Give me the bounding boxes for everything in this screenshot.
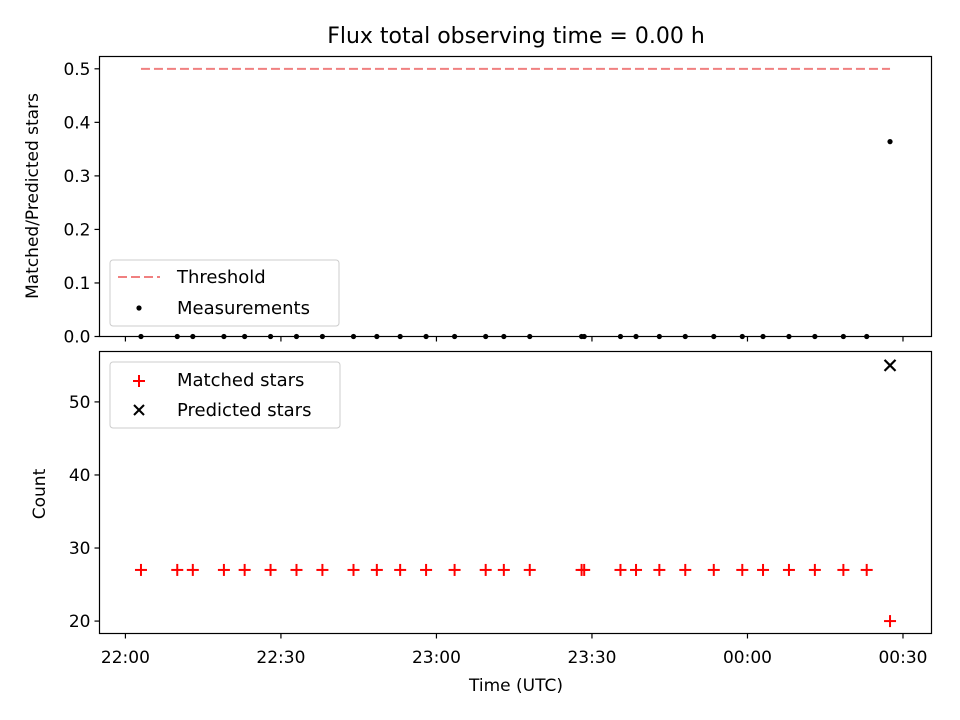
legend-measurements-label: Measurements xyxy=(177,298,310,319)
legend-measurements-swatch xyxy=(136,305,142,311)
matched-star-point xyxy=(420,563,433,576)
matched-star-point xyxy=(370,563,383,576)
x-tick-label: 00:30 xyxy=(878,648,927,668)
chart-title: Flux total observing time = 0.00 h xyxy=(327,24,705,49)
x-tick-label: 00:00 xyxy=(723,648,772,668)
matched-star-point xyxy=(782,563,795,576)
legend-predicted-label: Predicted stars xyxy=(177,400,311,421)
matched-star-point xyxy=(264,563,277,576)
matched-star-point xyxy=(707,563,720,576)
legend-threshold-label: Threshold xyxy=(176,267,266,288)
panel-ratio-frame xyxy=(98,55,933,338)
matched-star-point xyxy=(479,563,492,576)
y-tick-label: 0.1 xyxy=(63,274,90,294)
y-tick-label: 0.2 xyxy=(63,220,90,240)
matched-star-point xyxy=(884,615,897,628)
y-tick-label: 0.4 xyxy=(63,113,90,133)
matched-star-point xyxy=(497,563,510,576)
matched-star-point xyxy=(217,563,230,576)
legend-predicted-swatch xyxy=(133,404,145,416)
matched-star-point xyxy=(186,563,199,576)
matched-star-point xyxy=(736,563,749,576)
panel-counts-legend: Matched stars Predicted stars xyxy=(109,361,341,429)
matched-star-point xyxy=(808,563,821,576)
y-tick-label: 0.0 xyxy=(63,328,90,348)
matched-star-point xyxy=(860,563,873,576)
predicted-star-point xyxy=(883,359,897,372)
matched-star-point xyxy=(614,563,627,576)
matched-star-point xyxy=(653,563,666,576)
x-tick-label: 22:30 xyxy=(256,648,305,668)
matched-star-point xyxy=(290,563,303,576)
panel-counts-frame xyxy=(98,350,933,635)
x-axis-label: Time (UTC) xyxy=(468,676,563,696)
x-tick-label: 22:00 xyxy=(101,648,150,668)
matched-star-point xyxy=(523,563,536,576)
matched-star-point xyxy=(347,563,360,576)
x-tick-label: 23:30 xyxy=(567,648,616,668)
y-tick-label: 40 xyxy=(69,466,91,486)
matched-star-point xyxy=(394,563,407,576)
legend-matched-label: Matched stars xyxy=(177,370,304,391)
matched-star-point xyxy=(171,563,184,576)
matched-star-point xyxy=(578,563,591,576)
legend-matched-swatch xyxy=(133,375,145,387)
matched-star-point xyxy=(630,563,643,576)
panel-counts: 20 30 40 50 Count Matched stars Predicted s… xyxy=(30,350,933,639)
matched-star-point xyxy=(134,563,147,576)
matched-star-point xyxy=(448,563,461,576)
panel-counts-ylabel: Count xyxy=(30,468,50,519)
y-tick-label: 0.3 xyxy=(63,167,90,187)
panel-ratio-ylabel: Matched/Predicted stars xyxy=(23,93,43,299)
x-axis: 22:00 22:30 23:00 23:30 00:00 00:30 xyxy=(101,648,928,668)
panel-ratio: 0.0 0.1 0.2 0.3 0.4 0.5 Matched/Predicted sta… xyxy=(23,55,933,348)
x-tick-label: 23:00 xyxy=(412,648,461,668)
y-tick-label: 0.5 xyxy=(63,60,90,80)
y-tick-label: 20 xyxy=(69,612,91,632)
y-tick-label: 50 xyxy=(69,393,91,413)
panel-ratio-legend: Threshold Measurements xyxy=(109,259,340,327)
y-tick-label: 30 xyxy=(69,539,91,559)
matched-star-point xyxy=(757,563,770,576)
matched-star-point xyxy=(238,563,251,576)
matched-star-point xyxy=(679,563,692,576)
measurement-point xyxy=(887,139,893,145)
matched-star-point xyxy=(837,563,850,576)
matched-star-point xyxy=(316,563,329,576)
